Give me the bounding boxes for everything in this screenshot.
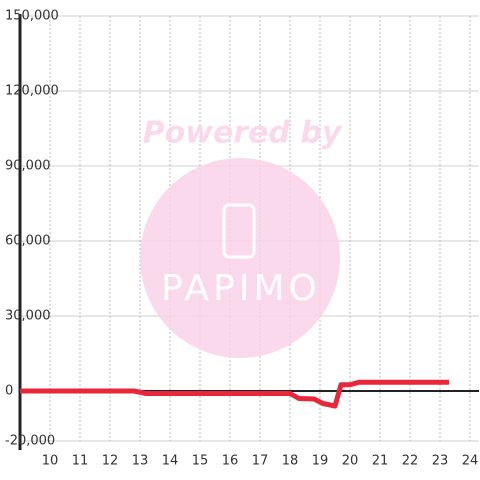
y-tick-label: 30,000	[5, 309, 51, 324]
x-tick-label: 12	[102, 454, 119, 469]
y-tick-label: 90,000	[5, 159, 51, 174]
y-tick-label: -20,000	[5, 434, 55, 449]
y-tick-label: 150,000	[5, 9, 59, 24]
x-tick-label: 15	[192, 454, 209, 469]
series-line	[20, 379, 449, 409]
x-tick-label: 14	[162, 454, 179, 469]
x-tick-label: 24	[462, 454, 479, 469]
watermark-text: Powered by	[143, 116, 343, 151]
x-tick-label: 22	[402, 454, 419, 469]
y-tick-label: 120,000	[5, 84, 59, 99]
y-tick-label: 0	[5, 384, 13, 399]
watermark: Powered by PAPIMO	[140, 116, 343, 358]
x-tick-label: 17	[252, 454, 269, 469]
x-tick-label: 20	[342, 454, 359, 469]
watermark-text: PAPIMO	[161, 268, 321, 309]
y-tick-label: 60,000	[5, 234, 51, 249]
x-tick-label: 21	[372, 454, 389, 469]
x-tick-label: 19	[312, 454, 329, 469]
x-tick-label: 13	[132, 454, 149, 469]
x-tick-label: 16	[222, 454, 239, 469]
x-tick-label: 11	[72, 454, 89, 469]
x-tick-label: 18	[282, 454, 299, 469]
x-tick-label: 23	[432, 454, 449, 469]
watermark-phone	[222, 203, 256, 259]
x-tick-label: 10	[42, 454, 59, 469]
